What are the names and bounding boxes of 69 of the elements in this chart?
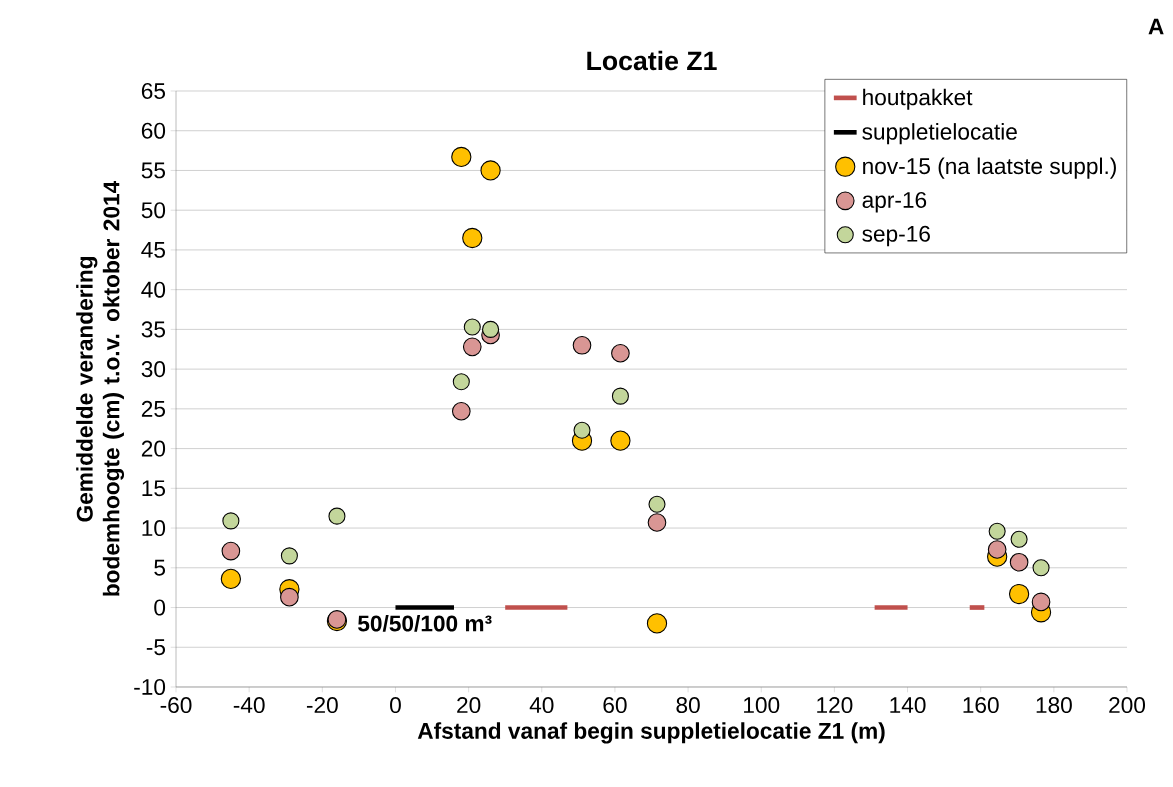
y-tick-label: 5: [154, 559, 165, 576]
point: [451, 146, 472, 168]
point: [572, 335, 592, 355]
y-axis-title: Gemiddelde verandering bodemhoogte (cm) t.o.v. oktober 2014: [76, 180, 125, 596]
point: [611, 387, 629, 405]
y-tick-label: 20: [141, 440, 166, 457]
x-tick-label: -20: [306, 697, 338, 714]
legend-label: houtpakket: [863, 88, 973, 110]
y-tick-label: 35: [141, 321, 165, 338]
point: [1032, 559, 1050, 577]
x-tick-label: 200: [1109, 697, 1146, 714]
point: [220, 568, 242, 590]
point: [987, 540, 1007, 559]
point: [463, 318, 481, 336]
point: [1010, 530, 1028, 548]
x-tick-label: 0: [390, 697, 401, 714]
y-tick-label: 50: [141, 202, 166, 219]
x-tick-label: 160: [963, 697, 999, 714]
point: [611, 343, 630, 363]
point: [573, 421, 591, 439]
x-tick-label: 140: [890, 697, 926, 714]
x-tick-label: 100: [744, 697, 780, 714]
y-tick-label: 25: [141, 400, 165, 417]
text: A: [1148, 18, 1164, 35]
y-tick-label: 65: [141, 82, 165, 100]
y-tick-label: 15: [142, 480, 165, 497]
point: [1009, 552, 1029, 572]
legend-label: apr-16: [862, 191, 927, 213]
y-tick-label: 55: [141, 162, 165, 179]
y-tick-label: 60: [141, 122, 166, 139]
y-tick-label: 0: [154, 599, 166, 616]
y-tick-label: 10: [142, 520, 166, 537]
legend-label: sep-16: [862, 225, 930, 247]
point: [648, 495, 666, 513]
point: [1031, 592, 1051, 612]
legend-label: suppletielocatie: [862, 123, 1017, 145]
y-tick-label: 40: [141, 281, 166, 298]
x-tick-label: 40: [529, 697, 554, 714]
point: [462, 337, 482, 357]
point: [480, 160, 501, 181]
point: [452, 373, 470, 391]
point: [328, 507, 346, 525]
point: [280, 587, 299, 607]
point: [647, 513, 667, 532]
y-tick-label: 30: [141, 361, 166, 378]
point: [222, 512, 240, 530]
point: [1008, 583, 1030, 605]
point: [451, 401, 471, 421]
annotation: 50/50/100 m³: [358, 614, 492, 632]
chart-title: Locatie Z1: [587, 50, 717, 71]
point: [280, 547, 298, 565]
x-tick-label: 80: [676, 697, 700, 714]
x-tick-label: 180: [1036, 697, 1072, 714]
x-tick-label: -40: [233, 697, 265, 714]
y-tick-label: -10: [134, 678, 166, 696]
x-axis-title: Afstand vanaf begin suppletielocatie Z1 (m): [417, 722, 885, 744]
point: [221, 541, 241, 561]
y-tick-label: -5: [146, 639, 165, 656]
x-tick-label: 60: [603, 697, 627, 714]
x-tick-label: 20: [457, 697, 481, 714]
y-tick-label: 45: [141, 242, 165, 258]
x-tick-label: 120: [817, 697, 853, 714]
point: [988, 522, 1006, 540]
point: [462, 227, 483, 249]
point: [646, 613, 668, 634]
x-tick-label: -60: [160, 697, 192, 714]
point: [482, 320, 500, 338]
point: [610, 430, 631, 451]
legend-label: nov-15 (na laatste suppl.): [863, 157, 1116, 179]
